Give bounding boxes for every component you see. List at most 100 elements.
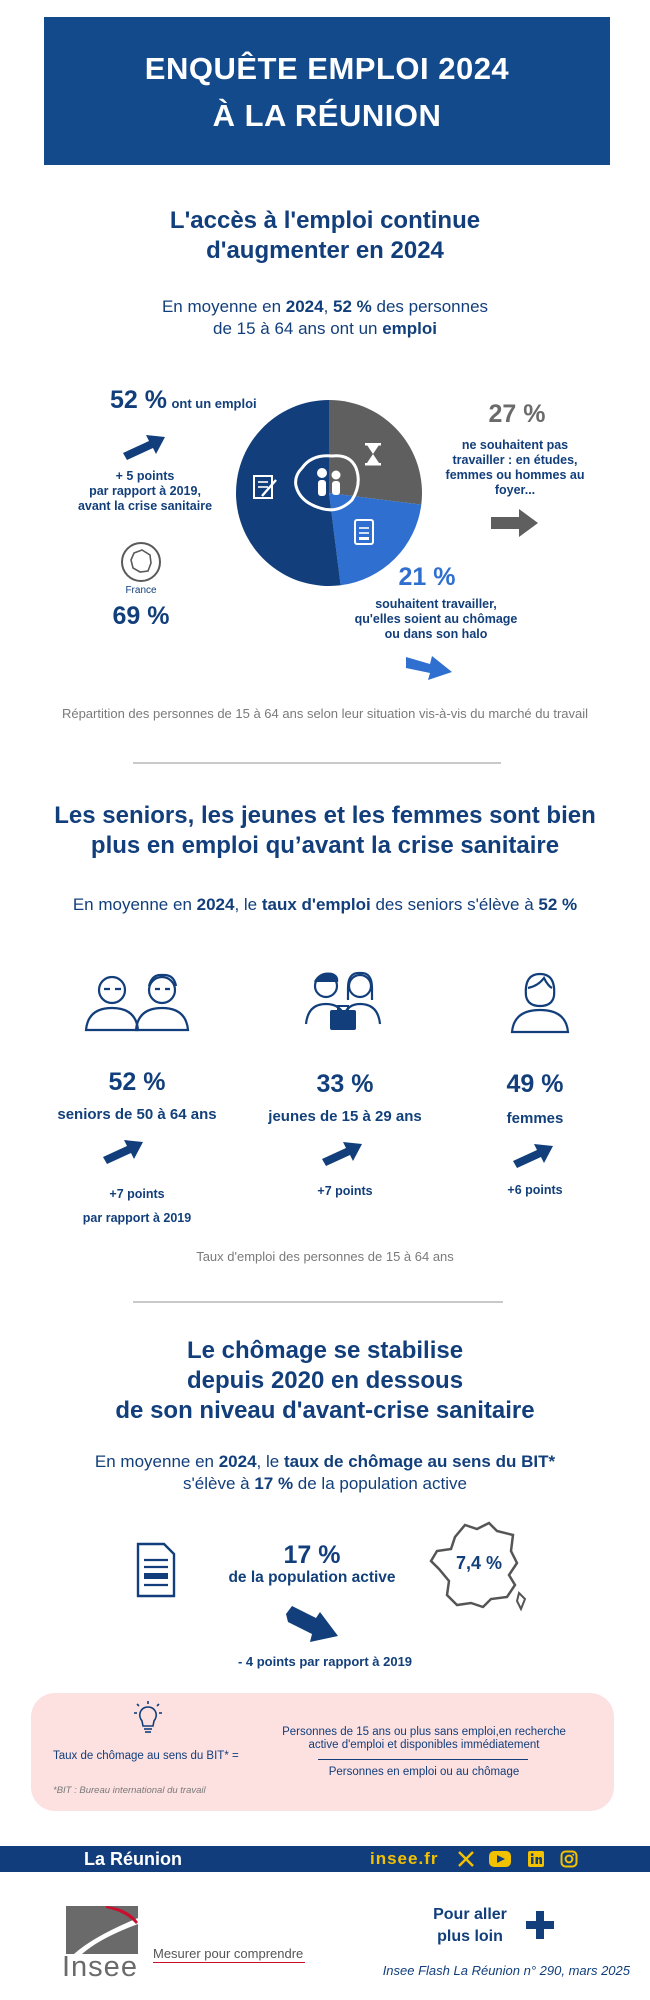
plus-icon[interactable]	[525, 1910, 555, 1940]
more-line2: plus loin	[437, 1928, 503, 1945]
linkedin-icon[interactable]	[527, 1850, 545, 1868]
pie-slice-souhaitent-travailler	[329, 493, 422, 586]
section1-heading-line2: d'augmenter en 2024	[206, 237, 444, 264]
insee-site-link[interactable]: insee.fr	[370, 1849, 439, 1868]
emploi-change-line2: par rapport à 2019,	[89, 484, 201, 498]
youth-pct: 33 %	[316, 1070, 374, 1098]
section2-lead: En moyenne en 2024, le taux d'emploi des…	[0, 894, 650, 916]
seniors-arrow-icon	[103, 1140, 143, 1164]
document-signature-icon	[253, 475, 277, 499]
s3-lead-bold: taux de chômage au sens du BIT*	[283, 1452, 556, 1471]
resume-list-icon	[136, 1542, 176, 1598]
s2-lead-bold: taux d'emploi	[261, 895, 371, 914]
section1-lead: En moyenne en 2024, 52 % des personnes d…	[0, 296, 650, 340]
section3-heading-line1: Le chômage se stabilise	[186, 1337, 464, 1364]
lightbulb-icon	[134, 1701, 162, 1733]
not-wanting-pct: 27 %	[488, 400, 546, 428]
insee-slogan: Mesurer pour comprendre	[153, 1946, 304, 1961]
not-wanting-line2: travailler : en études,	[452, 453, 578, 467]
women-pct: 49 %	[506, 1070, 564, 1098]
s2-lead-text: En moyenne en	[72, 895, 197, 914]
formula-numerator-line1: Personnes de 15 ans ou plus sans emploi,…	[282, 1726, 566, 1738]
more-link[interactable]: Pour aller plus loin	[420, 1904, 520, 1948]
title-line1: ENQUÊTE EMPLOI 2024	[144, 51, 510, 86]
youth-change: +7 points	[317, 1184, 373, 1198]
france-map-icon	[429, 1521, 527, 1612]
youth-icon	[304, 971, 382, 1030]
instagram-icon[interactable]	[560, 1850, 578, 1868]
not-wanting-line3: femmes ou hommes au	[445, 468, 585, 482]
resume-document-icon	[354, 519, 374, 545]
formula-left-label: Taux de chômage au sens du BIT* =	[53, 1750, 239, 1762]
x-icon[interactable]	[457, 1850, 475, 1868]
france-label: France	[125, 585, 157, 596]
slogan-underline	[153, 1962, 305, 1963]
seniors-change: +7 points par rapport à 2019	[50, 1182, 224, 1230]
wanting-line1: souhaitent travailler,	[375, 597, 497, 611]
insee-logo	[66, 1906, 138, 1954]
youth-arrow-icon	[322, 1142, 362, 1166]
s2-lead-text2: , le	[234, 895, 262, 914]
formula-fraction-line	[318, 1759, 528, 1760]
pie-slice-ont-un-emploi	[236, 400, 341, 586]
france-unemployment-pct: 7,4 %	[455, 1553, 503, 1573]
publication-reference: Insee Flash La Réunion n° 290, mars 2025	[382, 1963, 630, 1978]
s2-lead-pct: 52 %	[538, 895, 578, 914]
s1-lead-text3: des personnes	[371, 297, 489, 316]
more-line1: Pour aller	[433, 1906, 507, 1923]
s1-lead-emploi: emploi	[382, 319, 437, 338]
formula-box	[31, 1693, 614, 1811]
unemployment-change: - 4 points par rapport à 2019	[237, 1654, 413, 1669]
s3-lead-pct: 17 %	[254, 1474, 294, 1493]
section3-heading-line2: depuis 2020 en dessous	[186, 1367, 464, 1394]
pie-slice-ne-souhaitent-pas-travailler	[329, 400, 422, 505]
footer-bar: La Réunion insee.fr	[0, 1846, 650, 1872]
youtube-icon[interactable]	[488, 1850, 512, 1868]
section2-heading-line1: Les seniors, les jeunes et les femmes so…	[54, 802, 596, 829]
divider-2	[133, 1301, 503, 1303]
wanting-line2: qu'elles soient au chômage	[354, 612, 518, 626]
youth-label: jeunes de 15 à 29 ans	[268, 1108, 422, 1125]
s1-lead-text: En moyenne en	[161, 297, 286, 316]
s3-lead-text2: , le	[256, 1452, 284, 1471]
emploi-label: ont un emploi	[171, 396, 257, 411]
title-banner: ENQUÊTE EMPLOI 2024 À LA RÉUNION	[44, 17, 610, 165]
hourglass-icon	[365, 443, 381, 466]
title-line2: À LA RÉUNION	[212, 98, 442, 133]
s3-lead-text4: de la population active	[293, 1474, 467, 1493]
reunion-island-people-icon	[294, 454, 360, 512]
emploi-stat: 52 % ont un emploi	[110, 386, 310, 415]
s1-lead-pct: 52 %	[333, 297, 372, 316]
s2-lead-text3: des seniors s'élève à	[370, 895, 539, 914]
section3-heading: Le chômage se stabilise depuis 2020 en d…	[0, 1336, 650, 1426]
unemployment-label: de la population active	[228, 1569, 396, 1586]
seniors-icon	[84, 973, 190, 1032]
not-wanting-line1: ne souhaitent pas	[461, 438, 569, 452]
section2-heading-line2: plus en emploi qu’avant la crise sanitai…	[90, 832, 560, 859]
wanting-pct: 21 %	[398, 563, 456, 591]
formula-numerator-line2: active d'emploi et disponibles immédiate…	[308, 1739, 540, 1751]
s3-lead-text3: s'élève à	[183, 1474, 255, 1493]
emploi-change-line1: + 5 points	[115, 469, 175, 483]
insee-logo-text: Insee	[62, 1951, 138, 1983]
s1-lead-year: 2024	[285, 297, 324, 316]
seniors-label: seniors de 50 à 64 ans	[57, 1106, 217, 1123]
footer-region: La Réunion	[84, 1849, 182, 1869]
france-pct: 69 %	[112, 602, 170, 630]
wanting-line3: ou dans son halo	[384, 627, 488, 641]
seniors-change-line1: +7 points	[109, 1187, 165, 1201]
women-change: +6 points	[507, 1183, 563, 1197]
section1-heading-line1: L'accès à l'emploi continue	[169, 207, 481, 234]
s2-lead-year: 2024	[196, 895, 235, 914]
formula-footnote: *BIT : Bureau international du travail	[53, 1785, 206, 1796]
not-wanting-line4: foyer...	[494, 483, 536, 497]
s1-lead-text2: ,	[323, 297, 334, 316]
arrow-down-icon	[286, 1606, 338, 1642]
seniors-pct: 52 %	[108, 1068, 166, 1096]
section3-lead: En moyenne en 2024, le taux de chômage a…	[0, 1451, 650, 1495]
not-wanting-text: ne souhaitent pas travailler : en études…	[430, 438, 600, 498]
section3-heading-line3: de son niveau d'avant-crise sanitaire	[115, 1397, 535, 1424]
formula-numerator: Personnes de 15 ans ou plus sans emploi,…	[268, 1726, 580, 1752]
section1-heading: L'accès à l'emploi continue d'augmenter …	[0, 206, 650, 266]
divider-1	[133, 762, 501, 764]
